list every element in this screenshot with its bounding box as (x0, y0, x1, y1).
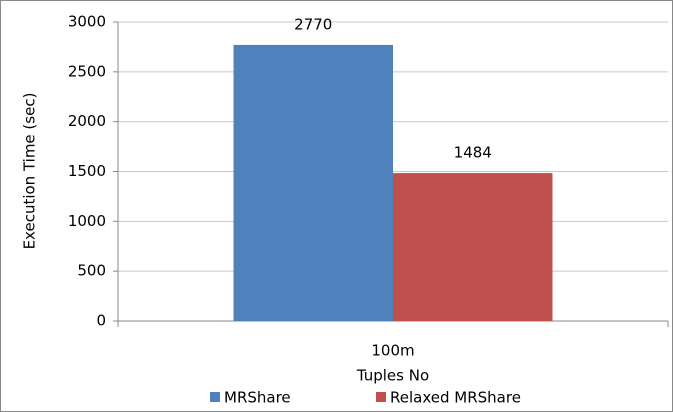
y-tick-label: 3000 (68, 13, 106, 31)
data-label: 2770 (294, 15, 332, 33)
x-tick-label: 100m (371, 342, 414, 360)
x-axis-label: Tuples No (356, 367, 429, 385)
y-tick-label: 1500 (68, 162, 106, 180)
legend-swatch (210, 392, 220, 402)
legend-label: Relaxed MRShare (390, 389, 521, 407)
y-tick-label: 2500 (68, 62, 106, 80)
y-tick-label: 0 (96, 312, 106, 330)
bar (233, 44, 393, 321)
legend-label: MRShare (224, 389, 291, 407)
y-tick-label: 2000 (68, 112, 106, 130)
y-axis-label: Execution Time (sec) (21, 93, 39, 250)
data-label: 1484 (454, 144, 492, 162)
y-tick-label: 1000 (68, 212, 106, 230)
legend-swatch (376, 392, 386, 402)
y-tick-label: 500 (77, 262, 106, 280)
bar (393, 173, 553, 321)
